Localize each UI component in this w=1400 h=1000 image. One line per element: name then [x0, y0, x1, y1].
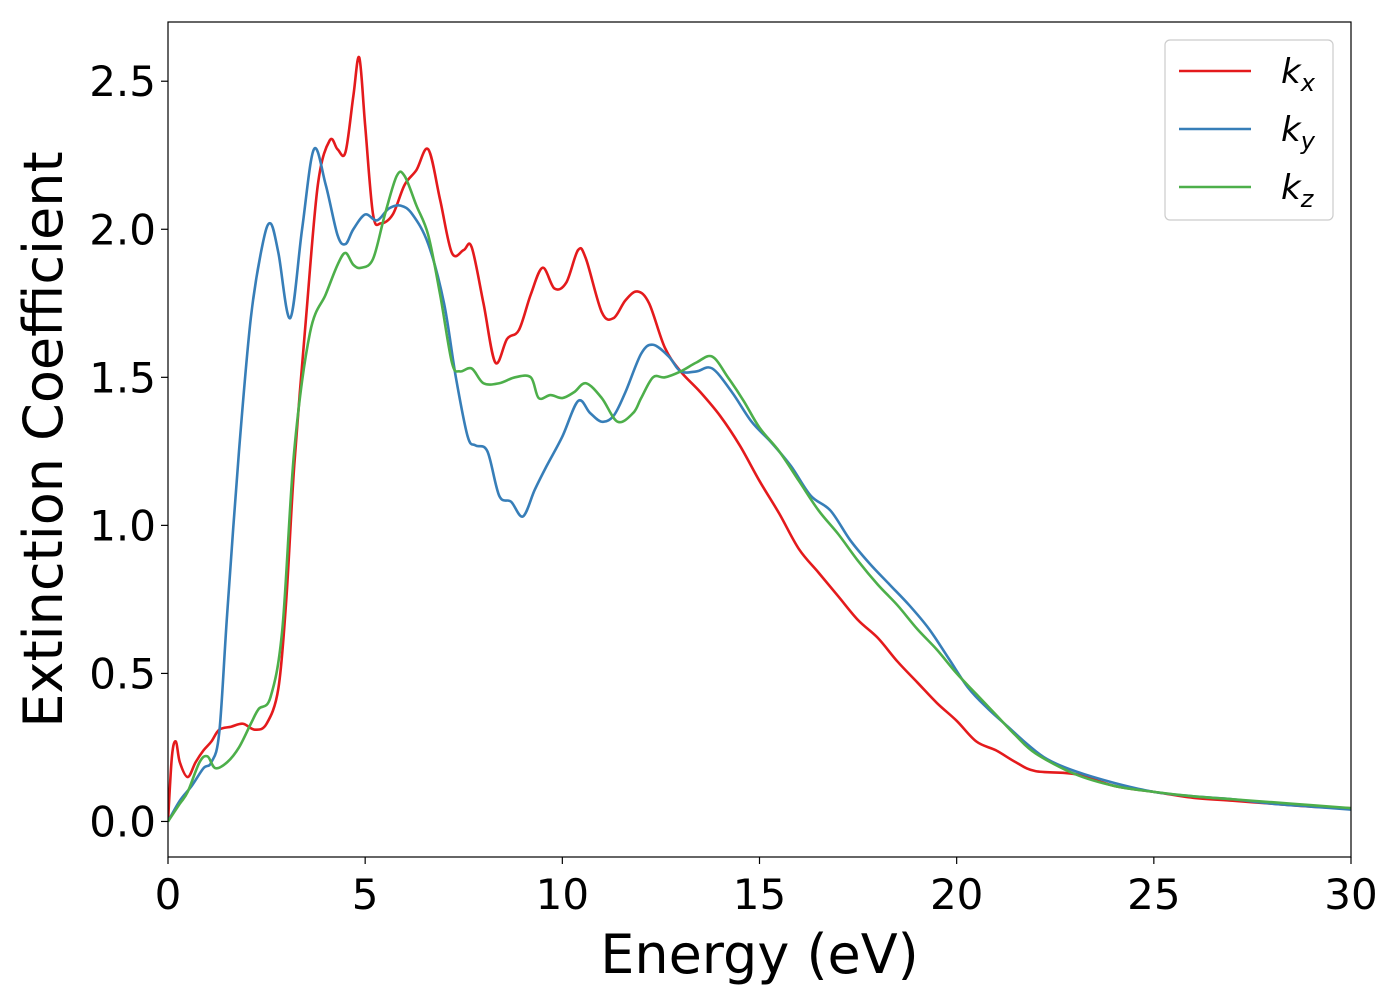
x-tick-label: 15 — [733, 870, 786, 919]
x-axis-label: Energy (eV) — [600, 923, 919, 986]
x-tick-label: 30 — [1324, 870, 1377, 919]
legend: kx ky kz — [1164, 39, 1334, 221]
x-axis-ticks: 0 5 10 15 20 25 30 — [155, 857, 1378, 919]
y-tick-label: 1.5 — [89, 353, 156, 402]
x-tick-label: 5 — [352, 870, 379, 919]
series-line-x — [168, 55, 1351, 822]
series-line-z — [168, 170, 1351, 823]
series-line-y — [168, 146, 1351, 823]
y-axis-label: Extinction Coefficient — [12, 151, 75, 727]
x-tick-label: 10 — [536, 870, 589, 919]
y-tick-label: 1.0 — [89, 501, 156, 550]
x-tick-label: 20 — [930, 870, 983, 919]
legend-label-y: ky — [1281, 110, 1316, 155]
y-axis-ticks: 0.0 0.5 1.0 1.5 2.0 2.5 — [89, 57, 168, 846]
plot-area — [168, 55, 1351, 823]
x-tick-label: 25 — [1127, 870, 1180, 919]
legend-label-z: kz — [1281, 168, 1315, 213]
x-tick-label: 0 — [155, 870, 182, 919]
plot-frame — [167, 21, 1352, 858]
y-tick-label: 2.0 — [89, 205, 156, 254]
y-tick-label: 0.5 — [89, 649, 156, 698]
y-tick-label: 0.0 — [89, 797, 156, 846]
y-tick-label: 2.5 — [89, 57, 156, 106]
legend-label-x: kx — [1281, 52, 1316, 97]
